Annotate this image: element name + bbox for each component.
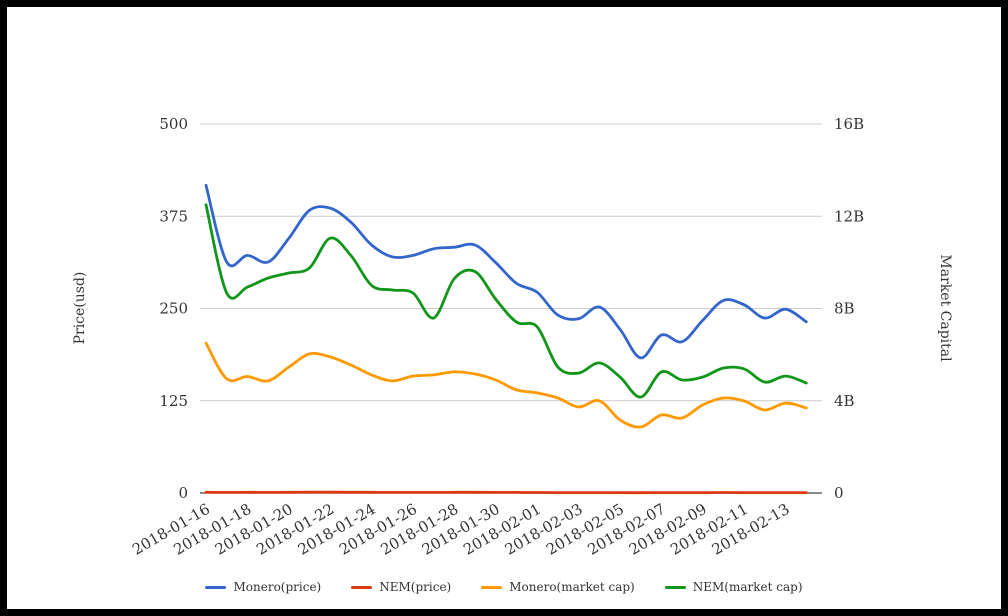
right-axis-tick-label: 16B	[834, 115, 864, 133]
series-line-nem-market-cap[interactable]	[204, 203, 808, 399]
series-line-nem-price[interactable]	[204, 490, 808, 495]
legend-line-swatch-icon	[205, 585, 227, 589]
legend-item-monero-price[interactable]: Monero(price)	[205, 580, 321, 594]
gridlines	[200, 123, 822, 494]
legend-item-monero-market-cap[interactable]: Monero(market cap)	[481, 580, 635, 594]
right-axis-tick-label: 0	[834, 484, 844, 502]
left-axis-tick-label: 0	[178, 484, 188, 502]
right-axis-title: Market Capital	[937, 254, 953, 362]
series-line-monero-price[interactable]	[204, 183, 808, 360]
legend-item-nem-market-cap[interactable]: NEM(market cap)	[664, 580, 803, 594]
right-axis-tick-label: 4B	[834, 392, 855, 410]
right-axis-tick-label: 8B	[834, 300, 855, 318]
right-axis-tick-label: 12B	[834, 207, 864, 225]
legend-line-swatch-icon	[481, 585, 503, 589]
legend-line-swatch-icon	[664, 585, 686, 589]
left-axis-tick-label: 500	[159, 115, 188, 133]
left-axis-tick-label: 375	[159, 207, 188, 225]
left-axis-title: Price(usd)	[72, 272, 88, 345]
legend-item-nem-price[interactable]: NEM(price)	[351, 580, 451, 594]
legend-label: NEM(price)	[379, 580, 452, 594]
left-axis-tick-label: 250	[159, 300, 188, 318]
legend-label: Monero(market cap)	[509, 580, 635, 594]
left-axis-tick-label: 125	[159, 392, 188, 410]
series-line-monero-market-cap[interactable]	[204, 341, 808, 429]
legend-label: NEM(market cap)	[692, 580, 803, 594]
chart-legend: Monero(price) NEM(price) Monero(market cap…	[0, 580, 1008, 594]
legend-line-swatch-icon	[351, 585, 373, 589]
legend-label: Monero(price)	[233, 580, 322, 594]
series-lines	[204, 183, 808, 495]
